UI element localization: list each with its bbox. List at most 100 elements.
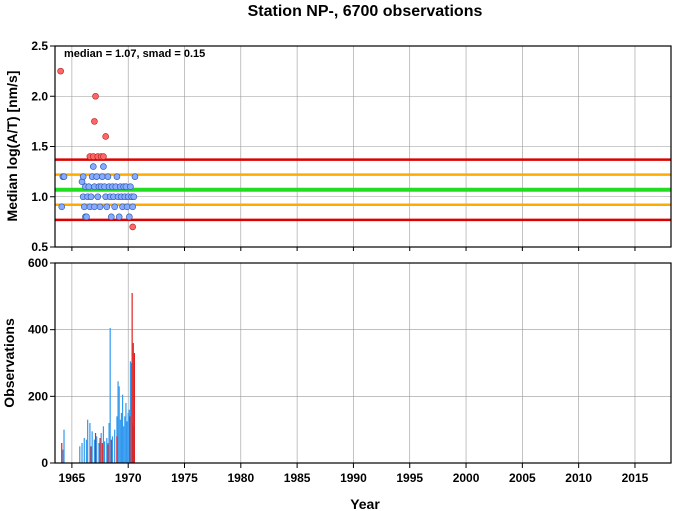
y-tick-label: 0.5 [31, 240, 48, 254]
data-point [129, 203, 137, 211]
y-tick-label: 2.5 [31, 39, 48, 53]
observation-bar [81, 443, 83, 463]
observation-bar [109, 328, 111, 463]
observation-bar [108, 423, 110, 463]
data-point [83, 213, 90, 221]
observation-bar [91, 431, 93, 463]
data-point [91, 203, 98, 211]
data-point [103, 203, 111, 211]
observations-bar-panel: 0 200 400 600 1965 1970 1975 1980 1985 1990 1995 2… [1, 247, 672, 511]
observation-bar [85, 439, 88, 463]
x-tick-label: 1995 [396, 471, 423, 485]
data-point [58, 203, 66, 211]
outlier-bar [133, 353, 135, 463]
x-tick-label: 2000 [453, 471, 480, 485]
bar-frame [54, 262, 672, 464]
data-point [115, 213, 123, 221]
observation-bar [63, 429, 65, 463]
observation-bar [120, 413, 123, 463]
outlier-bar [132, 343, 134, 463]
x-ticks: 1965 1970 1975 1980 1985 1990 1995 2000 2005 2010… [59, 247, 649, 485]
bar-y-ticks: 0 200 400 600 [28, 256, 55, 470]
observation-bar [93, 439, 96, 463]
data-point [87, 193, 95, 201]
data-point [127, 183, 134, 190]
data-point [113, 173, 121, 180]
y-tick-label: 200 [28, 389, 48, 403]
observation-bar [126, 421, 128, 463]
data-point [80, 203, 88, 211]
observation-bar [102, 426, 105, 463]
y-tick-label: 1.0 [31, 190, 48, 204]
observation-bar [98, 443, 100, 463]
outlier-point [129, 223, 137, 231]
observation-bar [96, 436, 98, 463]
data-point [123, 203, 131, 211]
data-point [104, 173, 112, 180]
median-scatter-panel: 0.5 1.0 1.5 2.0 2.5 median = 1.07, smad = 0.… [4, 39, 672, 254]
observation-bar [111, 436, 114, 463]
outlier-point [92, 92, 99, 100]
x-tick-label: 1970 [115, 471, 142, 485]
x-tick-label: 1990 [340, 471, 367, 485]
outlier-bar [94, 433, 97, 463]
data-point [85, 183, 93, 190]
bar-grid [55, 262, 671, 464]
data-point [94, 193, 102, 201]
data-point [96, 203, 104, 211]
x-tick-label: 1975 [171, 471, 198, 485]
observation-bar [87, 419, 89, 463]
observation-bar [83, 438, 85, 463]
outlier-point [91, 118, 98, 125]
observation-bar [103, 441, 106, 463]
y-tick-label: 0 [41, 456, 48, 470]
x-tick-label: 1980 [227, 471, 254, 485]
outlier-point [100, 153, 107, 160]
data-point [93, 173, 100, 180]
data-point [131, 173, 139, 180]
data-point [126, 213, 133, 221]
scatter-y-ticks: 0.5 1.0 1.5 2.0 2.5 [31, 39, 55, 254]
x-axis-label: Year [350, 496, 380, 511]
observation-bar [89, 423, 91, 463]
outlier-bar [101, 443, 103, 463]
observation-bar [127, 413, 129, 463]
data-point [108, 213, 115, 221]
stats-annotation: median = 1.07, smad = 0.15 [64, 48, 205, 60]
outlier-bar [90, 446, 92, 463]
x-tick-label: 1965 [59, 471, 86, 485]
data-point [98, 173, 106, 180]
outlier-bar [129, 416, 131, 463]
observation-bar [117, 381, 119, 463]
bar-y-axis-label: Observations [1, 318, 17, 408]
y-tick-label: 1.5 [31, 140, 48, 154]
data-point [79, 173, 87, 180]
observation-bar [121, 394, 124, 463]
outlier-bar [116, 436, 118, 463]
observation-bar [106, 438, 108, 463]
outlier-bar [99, 438, 101, 463]
y-tick-label: 600 [28, 256, 48, 270]
chart-title: Station NP-, 6700 observations [248, 3, 483, 20]
data-point [130, 193, 138, 201]
observation-bar [123, 426, 125, 463]
observation-bars [61, 293, 135, 463]
outlier-bar [131, 293, 133, 463]
observation-bar [125, 403, 127, 463]
data-point [89, 163, 97, 170]
y-tick-label: 2.0 [31, 89, 48, 103]
observation-bar [100, 433, 102, 463]
observation-bar [124, 416, 126, 463]
outlier-bar [110, 439, 112, 463]
x-tick-label: 2010 [565, 471, 592, 485]
y-tick-label: 400 [28, 323, 48, 337]
outlier-bar [61, 443, 63, 463]
observation-bar [129, 361, 132, 463]
observation-bar [114, 429, 116, 463]
data-point [100, 163, 107, 170]
scatter-y-axis-label: Median log(A/T) [nm/s] [4, 71, 20, 222]
data-point [60, 173, 68, 180]
x-tick-label: 2015 [622, 471, 649, 485]
x-tick-label: 1985 [284, 471, 311, 485]
